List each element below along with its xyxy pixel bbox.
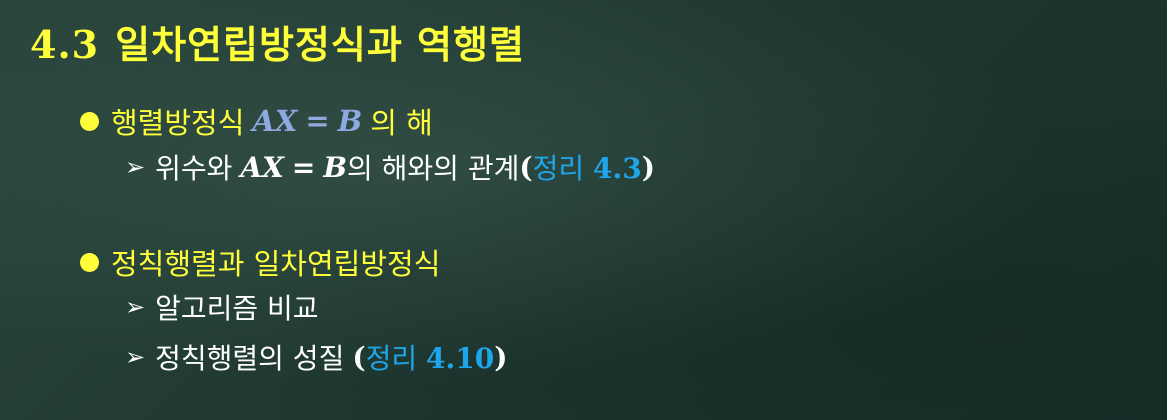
bullet-label: 정칙행렬과 일차연립방정식 <box>111 247 441 281</box>
theorem-reference: 정리 4.3 <box>533 147 642 187</box>
equation-lhs: AX <box>252 104 298 138</box>
bullet-invertible-systems: 정칙행렬과 일차연립방정식 <box>80 241 440 283</box>
theorem-number: 4.10 <box>426 342 495 375</box>
section-title-text: 일차연립방정식과 역행렬 <box>115 23 525 67</box>
theorem-number: 4.3 <box>593 152 642 185</box>
arrow-right-icon: ➢ <box>125 153 146 181</box>
sub-bullet-rank-relation: ➢ 위수와 AX = B 의 해와의 관계 ( 정리 4.3 ) <box>125 147 655 187</box>
bullet-matrix-equation: 행렬방정식 AX = B 의 해 <box>80 100 433 142</box>
close-paren: ) <box>494 340 508 374</box>
section-number: 4.3 <box>30 22 100 67</box>
close-paren: ) <box>641 150 656 184</box>
sub-text: 정칙행렬의 성질 <box>155 342 345 375</box>
arrow-right-icon: ➢ <box>125 293 146 321</box>
equation-sign: = <box>305 104 330 138</box>
equation-lhs: AX <box>240 150 284 184</box>
sub-suffix: 의 해와의 관계 <box>346 152 520 185</box>
slide-title: 4.3 일차연립방정식과 역행렬 <box>30 14 525 69</box>
theorem-word: 정리 <box>532 152 585 185</box>
equation-rhs: B <box>337 104 363 138</box>
open-paren: ( <box>352 340 366 374</box>
theorem-word: 정리 <box>365 342 418 375</box>
equation-rhs: B <box>323 150 347 184</box>
open-paren: ( <box>519 150 533 184</box>
bullet-label: 행렬방정식 <box>111 106 245 140</box>
sub-text: 알고리즘 비교 <box>155 292 319 325</box>
filled-circle-icon <box>80 252 99 272</box>
arrow-right-icon: ➢ <box>125 343 146 371</box>
sub-bullet-invertible-properties: ➢ 정칙행렬의 성질 ( 정리 4.10 ) <box>125 337 507 377</box>
sub-bullet-algorithm-compare: ➢ 알고리즘 비교 <box>125 287 319 327</box>
filled-circle-icon <box>80 111 99 131</box>
bullet-suffix: 의 해 <box>370 106 433 140</box>
equation-sign: = <box>291 150 316 184</box>
sub-prefix: 위수와 <box>155 152 233 185</box>
theorem-reference: 정리 4.10 <box>366 337 495 377</box>
